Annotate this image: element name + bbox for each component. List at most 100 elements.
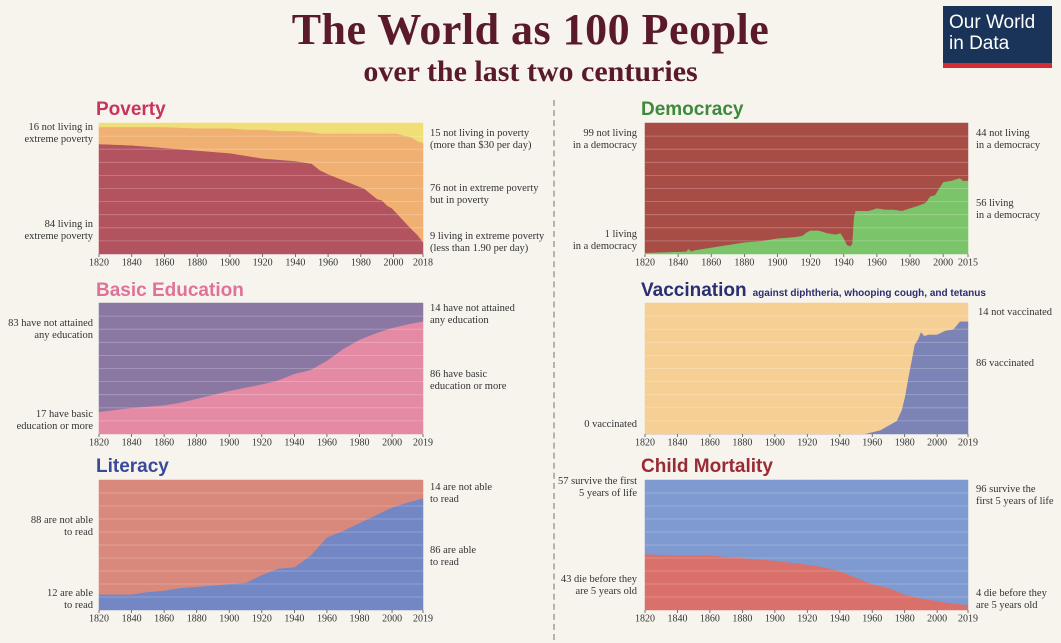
vaccination-chart: 1820 1840 1860 1880 1900 1920 1940 1960 1980 2000… <box>635 302 978 449</box>
poverty-xtick-label: 1820 <box>89 258 109 269</box>
child_mortality-chart: 1820 1840 1860 1880 1900 1920 1940 1960 1980 2000… <box>635 479 978 625</box>
vaccination-xtick-label: 1920 <box>797 438 817 449</box>
poverty-xtick-label: 2000 <box>384 258 404 269</box>
poverty-chart: 1820 1840 1860 1880 1900 1920 1940 1960 1980 2000… <box>89 122 433 269</box>
child-mortality-label-left-top: 57 survive the first 5 years of life <box>557 476 637 499</box>
vaccination-xtick-label: 1960 <box>862 438 882 449</box>
literacy-xtick-label: 1880 <box>187 614 207 625</box>
child_mortality-xtick-label: 2019 <box>958 614 978 625</box>
child_mortality-xtick-label: 1900 <box>765 614 785 625</box>
vaccination-xtick-label: 1940 <box>830 438 850 449</box>
vaccination-title-text: Vaccination <box>641 280 747 301</box>
poverty-xtick-label: 1860 <box>154 258 174 269</box>
poverty-label-right-middle: 76 not in extreme poverty but in poverty <box>430 183 539 206</box>
child_mortality-xtick-label: 2000 <box>927 614 947 625</box>
logo[interactable]: Our World in Data <box>943 6 1052 68</box>
child_mortality-xtick-label: 1820 <box>635 614 655 625</box>
poverty-xtick-label: 1880 <box>187 258 207 269</box>
poverty-xtick-label: 1840 <box>122 258 142 269</box>
literacy-chart: 1820 1840 1860 1880 1900 1920 1940 1960 1980 2000… <box>89 479 433 625</box>
vaccination-xtick-label: 1860 <box>700 438 720 449</box>
literacy-xtick-label: 1900 <box>219 614 239 625</box>
child-mortality-title: Child Mortality <box>641 456 773 477</box>
poverty-label-right-top: 15 not living in poverty (more than $30 … <box>430 128 532 151</box>
poverty-label-left-bottom: 84 living in extreme poverty <box>24 219 93 242</box>
education-label-right-top: 14 have not attained any education <box>430 303 515 326</box>
child_mortality-xtick-label: 1880 <box>732 614 752 625</box>
education-xtick-label: 2000 <box>382 438 402 449</box>
literacy-title: Literacy <box>96 456 169 477</box>
democracy-xtick-label: 1860 <box>701 258 721 269</box>
child_mortality-xtick-label: 1960 <box>862 614 882 625</box>
democracy-xtick-label: 2000 <box>933 258 953 269</box>
poverty-xtick-label: 1960 <box>318 258 338 269</box>
child_mortality-xtick-label: 1920 <box>797 614 817 625</box>
literacy-xtick-label: 2019 <box>413 614 433 625</box>
poverty-xtick-label: 1920 <box>253 258 273 269</box>
poverty-xtick-label: 1980 <box>351 258 371 269</box>
democracy-title: Democracy <box>641 99 744 120</box>
education-label-left-top: 83 have not attained any education <box>8 318 93 341</box>
democracy-area-not-living-in-a-democracy <box>644 122 969 253</box>
literacy-xtick-label: 1840 <box>122 614 142 625</box>
education-xtick-label: 1940 <box>284 438 304 449</box>
child-mortality-label-right-bottom: 4 die before they are 5 years old <box>976 588 1047 611</box>
logo-line2: in Data <box>949 33 1010 54</box>
education-xtick-label: 1900 <box>219 438 239 449</box>
literacy-xtick-label: 1860 <box>154 614 174 625</box>
vaccination-xtick-label: 1900 <box>765 438 785 449</box>
vaccination-label-right-top: 14 not vaccinated <box>978 307 1053 318</box>
vaccination-label-right-bottom: 86 vaccinated <box>976 358 1035 369</box>
literacy-xtick-label: 1940 <box>284 614 304 625</box>
education-xtick-label: 1860 <box>154 438 174 449</box>
poverty-title: Poverty <box>96 99 166 120</box>
democracy-label-right-top: 44 not living in a democracy <box>976 128 1041 151</box>
democracy-label-left-bottom: 1 living in a democracy <box>572 229 637 252</box>
literacy-label-left-bottom: 12 are able to read <box>46 588 93 611</box>
poverty-xtick-label: 1940 <box>285 258 305 269</box>
democracy-xtick-label: 1900 <box>768 258 788 269</box>
democracy-xtick-label: 1920 <box>801 258 821 269</box>
literacy-label-right-top: 14 are not able to read <box>430 482 493 505</box>
literacy-xtick-label: 1920 <box>252 614 272 625</box>
child-mortality-label-right-top: 96 survive the first 5 years of life <box>976 484 1054 507</box>
education-label-left-bottom: 17 have basic education or more <box>16 409 93 432</box>
vaccination-xtick-label: 1980 <box>895 438 915 449</box>
poverty-label-right-bottom: 9 living in extreme poverty (less than 1… <box>430 231 545 254</box>
literacy-xtick-label: 1960 <box>317 614 337 625</box>
democracy-chart: 1820 1840 1860 1880 1900 1920 1940 1960 1980 2000… <box>635 122 978 269</box>
vaccination-area-not-vaccinated <box>644 302 969 435</box>
democracy-xtick-label: 1960 <box>867 258 887 269</box>
democracy-xtick-label: 1880 <box>734 258 754 269</box>
literacy-area-are-not-able-to-read <box>98 479 424 595</box>
education-chart: 1820 1840 1860 1880 1900 1920 1940 1960 1980 2000… <box>89 302 433 449</box>
poverty-xtick-label: 2018 <box>413 258 433 269</box>
democracy-label-left-top: 99 not living in a democracy <box>572 128 637 151</box>
education-xtick-label: 2019 <box>413 438 433 449</box>
democracy-label-right-bottom: 56 living in a democracy <box>976 198 1041 221</box>
democracy-xtick-label: 2015 <box>958 258 978 269</box>
child_mortality-xtick-label: 1940 <box>830 614 850 625</box>
democracy-xtick-label: 1820 <box>635 258 655 269</box>
vaccination-xtick-label: 1840 <box>667 438 687 449</box>
literacy-xtick-label: 1980 <box>350 614 370 625</box>
democracy-xtick-label: 1940 <box>834 258 854 269</box>
logo-line1: Our World <box>949 12 1036 33</box>
vaccination-label-left: 0 vaccinated <box>584 419 637 430</box>
vaccination-xtick-label: 1880 <box>732 438 752 449</box>
page-subtitle: over the last two centuries <box>363 55 698 88</box>
child_mortality-xtick-label: 1980 <box>895 614 915 625</box>
education-label-right-bottom: 86 have basic education or more <box>430 369 507 392</box>
literacy-xtick-label: 2000 <box>382 614 402 625</box>
child_mortality-area-survive-the-first-5-years-of-life <box>644 479 969 606</box>
literacy-label-left-top: 88 are not able to read <box>30 515 93 538</box>
poverty-xtick-label: 1900 <box>220 258 240 269</box>
child-mortality-label-left-bottom: 43 die before they are 5 years old <box>560 574 637 597</box>
page-title: The World as 100 People <box>291 5 770 54</box>
education-title: Basic Education <box>96 280 244 301</box>
democracy-xtick-label: 1980 <box>900 258 920 269</box>
education-xtick-label: 1920 <box>252 438 272 449</box>
education-xtick-label: 1880 <box>187 438 207 449</box>
vaccination-xtick-label: 2000 <box>927 438 947 449</box>
